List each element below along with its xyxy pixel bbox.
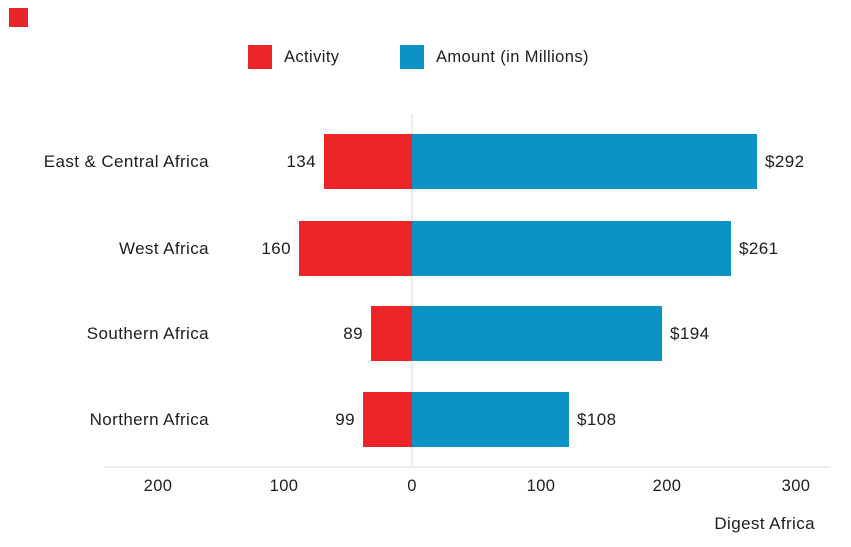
amount-value-label: $194 [670, 324, 710, 343]
amount-bar [412, 221, 731, 276]
x-tick-label: 0 [407, 477, 417, 495]
activity-bar [299, 221, 412, 276]
activity-bar [324, 134, 412, 189]
activity-value-label: 160 [261, 239, 291, 258]
category-label: Southern Africa [86, 324, 209, 343]
activity-value-label: 89 [343, 324, 363, 343]
category-label: East & Central Africa [43, 152, 209, 171]
legend-item-activity: Activity [248, 45, 339, 69]
activity-bar [371, 306, 412, 361]
amount-value-label: $292 [765, 152, 805, 171]
x-tick-label: 100 [269, 477, 299, 495]
amount-bar [412, 306, 662, 361]
x-axis-line [104, 466, 830, 468]
legend-item-amount: Amount (in Millions) [400, 45, 589, 69]
amount-bar [412, 134, 757, 189]
legend-label-activity: Activity [284, 47, 340, 66]
zero-gridline [411, 114, 413, 466]
legend-swatch-amount-icon [400, 45, 424, 69]
x-tick-label: 200 [652, 477, 682, 495]
amount-value-label: $108 [577, 410, 617, 429]
x-tick-label: 300 [781, 477, 811, 495]
category-label: West Africa [118, 239, 209, 258]
amount-value-label: $261 [739, 239, 779, 258]
activity-value-label: 134 [286, 152, 316, 171]
x-tick-label: 100 [526, 477, 556, 495]
activity-value-label: 99 [335, 410, 355, 429]
attribution-text: Digest Africa [714, 514, 815, 533]
click-marker-square [9, 8, 28, 27]
legend-swatch-activity-icon [248, 45, 272, 69]
legend-label-amount: Amount (in Millions) [436, 47, 589, 66]
amount-bar [412, 392, 569, 447]
category-label: Northern Africa [89, 410, 209, 429]
x-tick-label: 200 [143, 477, 173, 495]
activity-bar [363, 392, 412, 447]
